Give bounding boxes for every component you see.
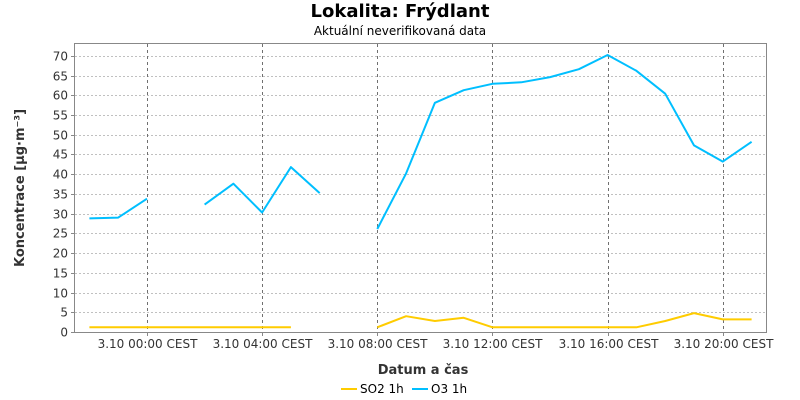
y-tick-label: 35 — [53, 188, 68, 202]
x-tick-label: 3.10 12:00 CEST — [443, 337, 544, 351]
y-tick-label: 20 — [53, 247, 68, 261]
legend-label: SO2 1h — [360, 382, 404, 396]
y-tick-label: 5 — [60, 306, 68, 320]
x-tick-label: 3.10 04:00 CEST — [213, 337, 314, 351]
y-tick-label: 55 — [53, 109, 68, 123]
y-tick-label: 60 — [53, 89, 68, 103]
x-axis-title: Datum a čas — [378, 363, 469, 378]
legend: SO2 1h O3 1h — [341, 382, 467, 396]
y-tick-label: 70 — [53, 50, 68, 64]
series-so2-1h-line — [376, 312, 752, 329]
plot-frame — [74, 43, 767, 333]
y-tick-label: 40 — [53, 168, 68, 182]
axis-layer: 0 5 10 15 20 25 30 35 40 45 50 55 60 65 70 3.10 00:00 C… — [53, 50, 774, 352]
legend-label: O3 1h — [431, 382, 467, 396]
y-tick-label: 65 — [53, 70, 68, 84]
x-tick-label: 3.10 16:00 CEST — [559, 337, 660, 351]
y-tick-label: 15 — [53, 267, 68, 281]
series-layer — [89, 54, 753, 329]
chart-title: Lokalita: Frýdlant — [310, 1, 490, 22]
y-tick-label: 45 — [53, 148, 68, 162]
y-tick-label: 25 — [53, 227, 68, 241]
y-tick-label: 50 — [53, 129, 68, 143]
y-tick-label: 10 — [53, 287, 68, 301]
y-axis-title: Koncentrace [µg·m⁻³] — [13, 109, 28, 267]
x-tick-label: 3.10 08:00 CEST — [328, 337, 429, 351]
chart-subtitle: Aktuální neverifikovaná data — [313, 24, 487, 38]
x-tick-label: 3.10 20:00 CEST — [674, 337, 775, 351]
grid-layer — [75, 44, 766, 332]
series-o3-1h-line — [89, 197, 148, 220]
y-tick-label: 30 — [53, 208, 68, 222]
y-tick-label: 0 — [60, 326, 68, 340]
series-o3-1h-line — [376, 54, 753, 230]
series-o3-1h-line — [204, 166, 321, 214]
x-tick-label: 3.10 00:00 CEST — [98, 337, 199, 351]
